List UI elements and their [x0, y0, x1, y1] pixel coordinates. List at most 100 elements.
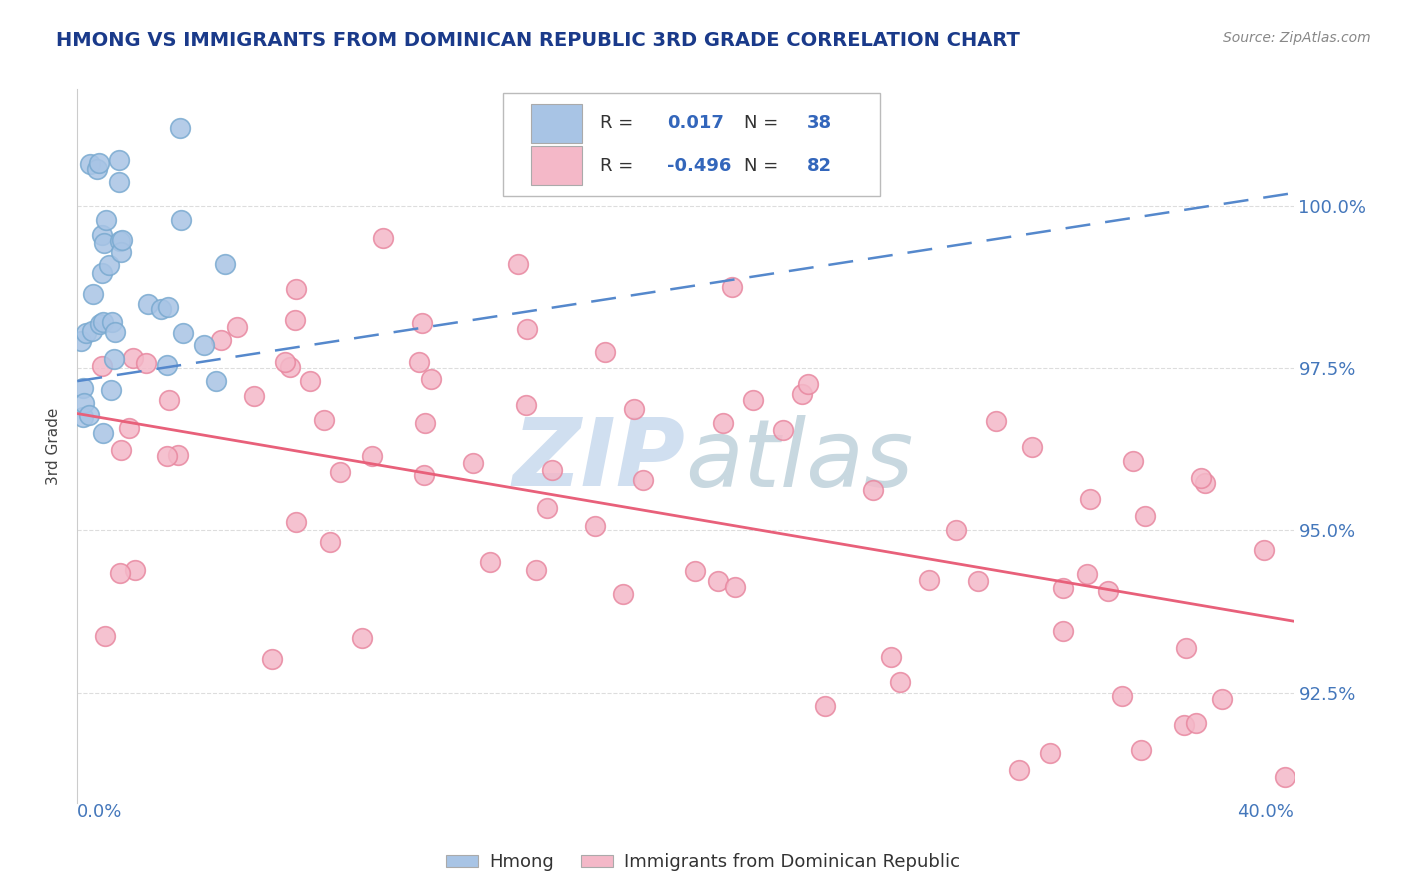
Point — [411, 316, 433, 330]
Text: R =: R = — [600, 157, 640, 175]
Point — [516, 321, 538, 335]
Point — [408, 355, 430, 369]
Point — [1052, 624, 1074, 638]
Point — [966, 574, 988, 588]
Point — [122, 351, 145, 365]
Text: 38: 38 — [807, 114, 832, 132]
Point — [790, 387, 813, 401]
Point — [280, 360, 302, 375]
Point — [350, 632, 373, 646]
Point — [108, 153, 131, 167]
Point — [683, 564, 706, 578]
Point — [110, 566, 132, 580]
Text: N =: N = — [744, 157, 783, 175]
Point — [80, 324, 103, 338]
Point — [361, 449, 384, 463]
Point — [103, 325, 125, 339]
Point — [82, 287, 104, 301]
Point — [87, 156, 110, 170]
Point — [262, 651, 284, 665]
Point — [170, 212, 193, 227]
Point — [111, 233, 134, 247]
Point — [118, 421, 141, 435]
Point — [463, 456, 485, 470]
Text: 82: 82 — [807, 157, 832, 175]
Point — [91, 315, 114, 329]
Point — [93, 235, 115, 250]
Point — [515, 398, 537, 412]
Point — [90, 227, 112, 242]
Point — [721, 280, 744, 294]
Point — [101, 315, 124, 329]
Point — [415, 416, 437, 430]
Text: atlas: atlas — [686, 415, 914, 506]
Point — [157, 300, 180, 314]
Point — [797, 377, 820, 392]
Point — [72, 409, 94, 424]
Point — [1039, 746, 1062, 760]
Point — [274, 355, 297, 369]
Point — [72, 381, 94, 395]
Point — [72, 396, 94, 410]
Point — [90, 266, 112, 280]
Point — [319, 534, 342, 549]
Point — [103, 352, 125, 367]
Point — [155, 449, 177, 463]
Point — [633, 473, 655, 487]
Point — [1078, 492, 1101, 507]
Point — [889, 675, 911, 690]
Point — [1274, 770, 1296, 784]
Point — [880, 649, 903, 664]
Point — [243, 389, 266, 403]
Text: 40.0%: 40.0% — [1237, 803, 1294, 821]
Point — [1253, 542, 1275, 557]
Point — [741, 393, 763, 408]
Point — [169, 121, 191, 136]
Point — [75, 326, 97, 340]
Point — [172, 326, 194, 341]
Point — [108, 234, 131, 248]
Point — [479, 556, 502, 570]
Point — [214, 257, 236, 271]
Point — [724, 580, 747, 594]
Text: -0.496: -0.496 — [668, 157, 731, 175]
Point — [612, 587, 634, 601]
Point — [623, 401, 645, 416]
Point — [862, 483, 884, 498]
Point — [79, 409, 101, 423]
Point — [419, 372, 441, 386]
Point — [91, 359, 114, 373]
Point — [1111, 689, 1133, 703]
Point — [583, 519, 606, 533]
Point — [371, 231, 394, 245]
Point — [226, 320, 249, 334]
Point — [110, 244, 132, 259]
Text: ZIP: ZIP — [513, 414, 686, 507]
Point — [1021, 440, 1043, 454]
Point — [711, 416, 734, 430]
Point — [193, 337, 215, 351]
Point — [124, 563, 146, 577]
Point — [136, 296, 159, 310]
Text: 0.017: 0.017 — [668, 114, 724, 132]
Text: Source: ZipAtlas.com: Source: ZipAtlas.com — [1223, 31, 1371, 45]
Point — [79, 157, 101, 171]
Point — [918, 573, 941, 587]
Point — [536, 500, 558, 515]
Point — [209, 333, 232, 347]
Point — [1008, 763, 1031, 777]
Point — [150, 301, 173, 316]
Point — [98, 258, 121, 272]
Point — [100, 384, 122, 398]
Point — [508, 256, 530, 270]
Point — [1135, 508, 1157, 523]
Point — [1122, 454, 1144, 468]
Point — [94, 629, 117, 643]
Point — [595, 345, 617, 359]
Point — [70, 334, 93, 348]
Point — [1211, 692, 1233, 706]
Point — [312, 413, 335, 427]
FancyBboxPatch shape — [503, 93, 880, 196]
Point — [541, 463, 564, 477]
Point — [135, 356, 157, 370]
